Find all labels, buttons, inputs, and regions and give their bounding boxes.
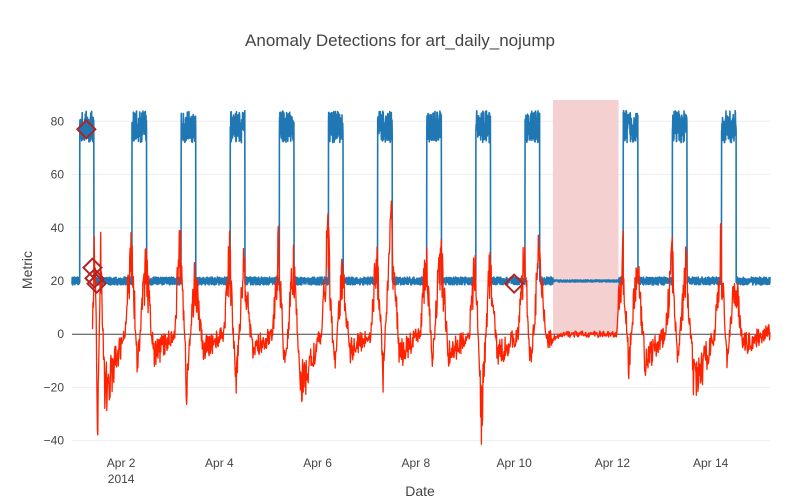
anomaly-marker xyxy=(82,257,103,279)
y-axis-ticks: 80 60 40 20 0 −20 −40 xyxy=(44,114,65,447)
y-tick-label: 60 xyxy=(51,168,65,182)
x-tick-label: Apr 4 xyxy=(205,456,234,470)
y-tick-label: 0 xyxy=(57,327,64,341)
gridlines xyxy=(72,120,770,442)
anomaly-marker xyxy=(86,273,107,295)
x-tick-label: Apr 12 xyxy=(595,456,631,470)
anomaly-marker xyxy=(75,118,97,140)
y-tick-label: −40 xyxy=(44,434,65,448)
y-tick-label: −20 xyxy=(44,380,65,394)
metric-line xyxy=(71,109,771,286)
residual-line xyxy=(91,200,771,445)
anomaly-marker xyxy=(503,273,525,295)
x-tick-label: Apr 2 xyxy=(107,456,136,470)
residual-series xyxy=(91,200,771,445)
y-tick-label: 20 xyxy=(51,274,65,288)
anomaly-highlight-region xyxy=(553,100,619,335)
anomaly-markers xyxy=(75,118,525,295)
y-axis-title: Metric xyxy=(19,251,35,289)
metric-series xyxy=(71,109,771,286)
x-tick-label: Apr 10 xyxy=(496,456,532,470)
y-tick-label: 40 xyxy=(51,221,65,235)
x-tick-sublabel: 2014 xyxy=(108,472,135,486)
y-tick-label: 80 xyxy=(51,114,65,128)
anomaly-marker xyxy=(84,267,105,289)
x-axis-ticks: Apr 2 2014 Apr 4 Apr 6 Apr 8 Apr 10 Apr 12 Apr … xyxy=(107,456,729,486)
x-tick-label: Apr 14 xyxy=(693,456,729,470)
chart-title: Anomaly Detections for art_daily_nojump xyxy=(245,31,555,50)
x-tick-label: Apr 8 xyxy=(402,456,431,470)
x-tick-label: Apr 6 xyxy=(303,456,332,470)
x-axis-title: Date xyxy=(405,483,435,499)
